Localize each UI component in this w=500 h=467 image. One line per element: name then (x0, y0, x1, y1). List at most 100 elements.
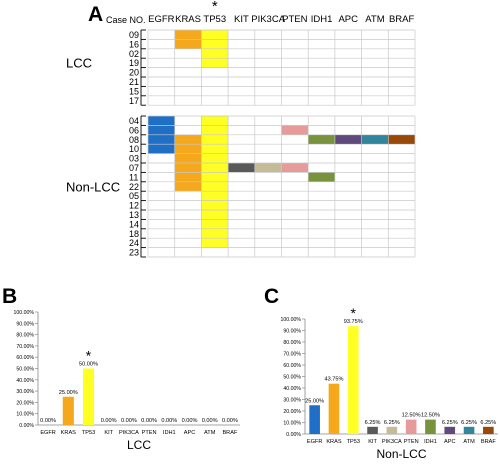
data-label-kras: 43.75% (324, 377, 343, 383)
x-tick-label-atm: ATM (463, 439, 475, 445)
data-label-kit: 6.25% (365, 420, 381, 426)
y-tick-label: 80.00% (16, 333, 34, 339)
heatmap-cell-kras-22 (174, 181, 202, 192)
data-label-atm: 0.00% (202, 418, 218, 424)
panel-label-b: B (2, 285, 17, 308)
heatmap-cell-braf-08 (388, 134, 415, 145)
heatmap-cell-kit-07 (228, 163, 255, 173)
x-tick-label-pten: PTEN (142, 430, 157, 436)
bar-kras (62, 396, 74, 425)
case-label-10: 10 (129, 144, 139, 154)
heatmap-cell-tp53-24 (201, 238, 229, 248)
y-tick-label: 60.00% (16, 355, 34, 361)
y-tick-label: 50.00% (283, 375, 301, 381)
gene-header-idh1: IDH1 (311, 14, 333, 25)
x-tick-label-atm: ATM (204, 430, 216, 436)
gene-header-egfr: EGFR (148, 14, 175, 25)
heatmap-cell-atm-08 (361, 134, 389, 145)
significance-marker: * (86, 348, 92, 364)
y-tick-label: 70.00% (283, 352, 301, 358)
heatmap-cell-tp53-11 (201, 172, 229, 182)
x-tick-label-egfr: EGFR (307, 439, 323, 445)
case-label-24: 24 (129, 238, 139, 248)
y-tick-label: 60.00% (283, 363, 301, 369)
case-label-11: 11 (129, 172, 138, 182)
case-label-13: 13 (129, 210, 139, 220)
data-label-pten: 12.50% (402, 413, 421, 419)
heatmap-cell-tp53-08 (201, 134, 229, 145)
heatmap-cell-tp53-07 (201, 163, 229, 173)
bar-tp53 (82, 368, 95, 425)
x-tick-label-kras: KRAS (326, 439, 342, 445)
heatmap-cell-tp53-02 (201, 48, 229, 59)
case-number-header: Case NO. (106, 15, 146, 25)
case-label-14: 14 (129, 219, 139, 229)
case-label-12: 12 (129, 201, 139, 211)
case-label-19: 19 (129, 58, 139, 68)
x-tick-label-apc: APC (184, 430, 196, 436)
group-label-non-lcc: Non-LCC (66, 180, 120, 195)
heatmap-cell-pten-07 (281, 163, 309, 173)
bar-atm (463, 426, 475, 434)
heatmap-cell-kras-09 (174, 30, 202, 40)
heatmap-cell-tp53-13 (201, 210, 229, 220)
heatmap-cell-tp53-14 (201, 219, 229, 229)
y-tick-label: 90.00% (283, 329, 301, 335)
y-tick-label: 40.00% (283, 386, 301, 392)
x-tick-label-idh1: IDH1 (163, 430, 176, 436)
x-tick-label-pten: PTEN (404, 439, 419, 445)
data-label-pik3ca: 6.25% (384, 420, 400, 426)
case-label-17: 17 (129, 96, 139, 106)
data-label-apc: 6.25% (442, 420, 458, 426)
heatmap-cell-kras-11 (174, 172, 202, 182)
heatmap-cell-kras-10 (174, 144, 202, 154)
heatmap-cell-idh1-08 (308, 134, 335, 145)
bar-pten (405, 419, 417, 434)
case-label-22: 22 (129, 182, 139, 192)
y-tick-label: 20.00% (283, 409, 301, 415)
data-label-idh1: 12.50% (421, 413, 440, 419)
heatmap-cell-egfr-06 (148, 125, 175, 135)
bar-egfr (309, 405, 320, 434)
heatmap-cell-kras-16 (174, 39, 202, 49)
case-label-05: 05 (129, 191, 139, 201)
gene-header-pik3ca: PIK3CA (251, 14, 285, 25)
x-tick-label-kit: KIT (104, 430, 113, 436)
y-tick-label: 10.00% (16, 412, 34, 418)
case-label-09: 09 (129, 30, 139, 40)
gene-header-kras: KRAS (175, 14, 201, 25)
gene-header-atm: ATM (365, 14, 384, 25)
case-label-18: 18 (129, 229, 139, 239)
data-label-idh1: 0.00% (161, 418, 177, 424)
bar-idh1 (425, 419, 436, 434)
x-tick-label-pik3ca: PIK3CA (382, 439, 402, 445)
y-tick-label: 30.00% (16, 389, 34, 395)
gene-header-kit: KIT (234, 14, 249, 25)
group-label-lcc: LCC (66, 56, 92, 71)
data-label-tp53: 50.00% (79, 362, 98, 368)
heatmap-cell-tp53-04 (201, 116, 229, 126)
case-label-04: 04 (129, 116, 139, 126)
data-label-atm: 6.25% (461, 420, 477, 426)
gene-header-tp53: TP53 (203, 14, 226, 25)
heatmap-cell-egfr-10 (148, 144, 175, 154)
heatmap-cell-tp53-03 (201, 153, 229, 163)
heatmap-cell-tp53-12 (201, 200, 229, 210)
heatmap-cell-tp53-10 (201, 144, 229, 154)
x-axis-title: LCC (127, 438, 151, 452)
y-tick-label: 100.00% (281, 317, 302, 323)
heatmap-cell-apc-08 (334, 134, 362, 145)
heatmap-cell-egfr-08 (148, 134, 175, 145)
data-label-apc: 0.00% (182, 418, 198, 424)
heatmap-cell-tp53-22 (201, 181, 229, 192)
case-label-21: 21 (129, 77, 139, 87)
x-tick-label-idh1: IDH1 (424, 439, 437, 445)
y-tick-label: 70.00% (16, 344, 34, 350)
y-tick-label: 0.00% (286, 432, 301, 438)
heatmap-significance: * (212, 0, 218, 15)
case-label-02: 02 (129, 49, 139, 59)
y-tick-label: 40.00% (16, 378, 34, 384)
